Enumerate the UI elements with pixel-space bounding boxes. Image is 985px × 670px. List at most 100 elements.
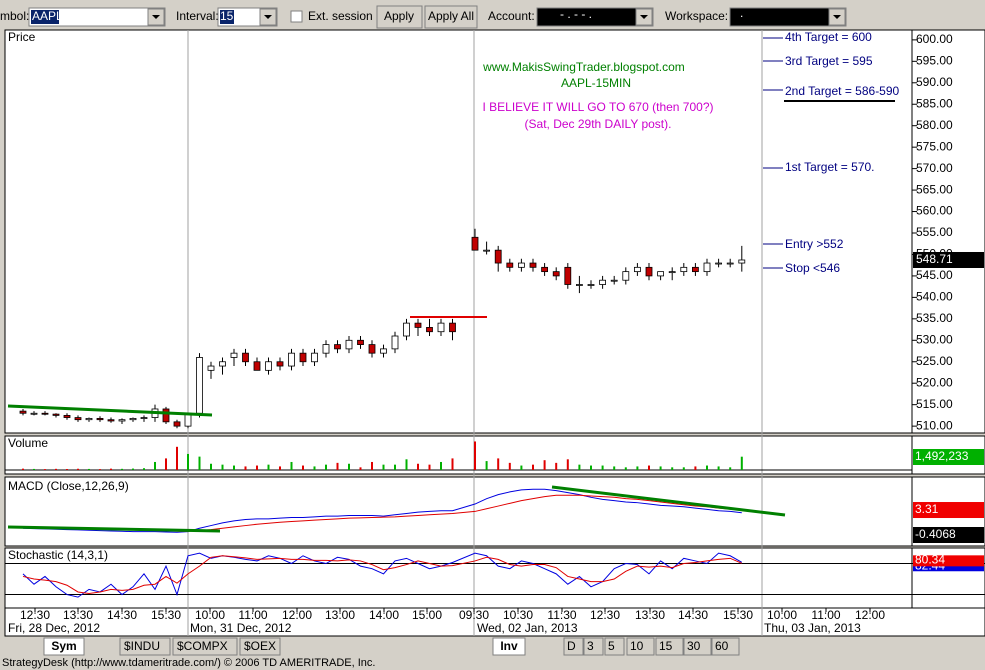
workspace-value: . — [740, 6, 743, 20]
candle-body — [726, 262, 734, 265]
period-tab[interactable] — [583, 637, 604, 656]
volume-bar — [636, 466, 639, 470]
periods: D 3 5 10 15 30 60 — [563, 637, 740, 656]
candle-body — [173, 421, 181, 427]
candle-body — [74, 417, 82, 421]
time-label: 11:00 — [238, 608, 267, 622]
price-axis — [911, 29, 985, 434]
y-tick-label: 555.00 — [916, 225, 953, 239]
apply-button[interactable] — [376, 5, 423, 29]
volume-bar — [221, 464, 224, 470]
candle-body — [426, 327, 433, 333]
candle-body — [345, 339, 353, 350]
workspace-label: Workspace: — [665, 9, 728, 23]
candle-body — [107, 419, 115, 422]
account-input[interactable] — [536, 7, 654, 27]
date-label: Mon, 31 Dec, 2012 — [190, 621, 292, 635]
period-tab[interactable] — [626, 637, 655, 656]
candle-body — [242, 352, 249, 363]
inv-tab[interactable] — [492, 637, 526, 656]
symbol-input[interactable] — [28, 7, 166, 27]
volume-bar — [359, 467, 362, 470]
account-label: Account: — [488, 9, 535, 23]
volume-bar — [624, 467, 627, 470]
candle-body — [541, 266, 548, 273]
volume-bar — [474, 441, 476, 470]
candle-body — [334, 344, 341, 350]
volume-bar — [55, 468, 57, 470]
y-tick-label: 510.00 — [916, 418, 953, 432]
candle-body — [494, 249, 502, 264]
symbol-tab-text: $OEX — [244, 639, 276, 653]
annotation: (Sat, Dec 29th DAILY post). — [525, 117, 672, 131]
symbol-tab[interactable] — [119, 637, 171, 656]
volume-bar — [451, 458, 454, 470]
period-tab[interactable] — [683, 637, 712, 656]
workspace-input[interactable] — [729, 7, 847, 27]
candle-body — [622, 271, 630, 281]
candle-body — [391, 335, 399, 350]
volume-bar — [99, 469, 101, 470]
time-label: 14:30 — [107, 608, 137, 622]
time-label: 13:00 — [325, 608, 355, 622]
time-label: 11:30 — [547, 608, 576, 622]
candle-body — [357, 339, 364, 345]
time-label: 15:30 — [723, 608, 753, 622]
candle-body — [564, 266, 572, 285]
sym-tab[interactable] — [43, 637, 85, 656]
arrow — [264, 15, 272, 19]
candle-body — [680, 266, 688, 273]
candle-body — [140, 417, 148, 419]
candle-body — [219, 361, 226, 367]
y-tick-label: 600.00 — [916, 32, 953, 46]
symbol-tab[interactable] — [172, 637, 238, 656]
candle-body — [692, 266, 699, 273]
interval-value: 15 — [220, 9, 234, 23]
candle-body — [403, 322, 410, 337]
time-label: 12:30 — [590, 608, 620, 622]
y-tick-label: 540.00 — [916, 290, 953, 304]
y-tick-label: 525.00 — [916, 354, 953, 368]
candle-body — [118, 419, 126, 422]
candle-body — [299, 352, 307, 363]
volume-bar — [22, 468, 24, 470]
candle-body — [41, 412, 49, 415]
y-tick-label: 575.00 — [916, 139, 953, 153]
period-tab[interactable] — [563, 637, 584, 656]
symbol-value: AAPL — [32, 9, 63, 23]
y-tick-label: 585.00 — [916, 96, 953, 110]
selection — [31, 10, 59, 24]
period-tab[interactable] — [604, 637, 625, 656]
candle-body — [437, 322, 445, 333]
candle-body — [311, 352, 318, 363]
checkbox[interactable] — [290, 10, 303, 23]
period-text: 5 — [608, 639, 615, 653]
y-tick-label: 565.00 — [916, 182, 953, 196]
volume-bar — [256, 465, 258, 470]
k-line — [22, 552, 743, 598]
candle-body — [610, 279, 618, 282]
candle-body — [30, 412, 38, 415]
volume-bar — [508, 462, 511, 470]
period-text: 60 — [715, 639, 729, 653]
volume-bar — [394, 464, 396, 470]
volume-bar — [590, 465, 592, 470]
time-label: 10:30 — [503, 608, 533, 622]
candle-body — [483, 249, 491, 252]
candle-body — [529, 262, 537, 268]
candle-body — [129, 418, 137, 421]
volume-bar — [143, 468, 145, 470]
candle-body — [552, 271, 560, 277]
candle-body — [471, 236, 479, 251]
macd-title: MACD (Close,12,26,9) — [8, 479, 129, 493]
candle-body — [276, 361, 284, 367]
candle-body — [196, 357, 203, 414]
y-tick-label: 580.00 — [916, 118, 953, 132]
symbol-tab[interactable] — [239, 637, 281, 656]
period-tab[interactable] — [711, 637, 740, 656]
price-box — [913, 251, 984, 268]
period-tab[interactable] — [655, 637, 684, 656]
candle-body — [576, 284, 583, 286]
time-label: 14:00 — [369, 608, 399, 622]
apply-all-button[interactable] — [424, 5, 478, 29]
